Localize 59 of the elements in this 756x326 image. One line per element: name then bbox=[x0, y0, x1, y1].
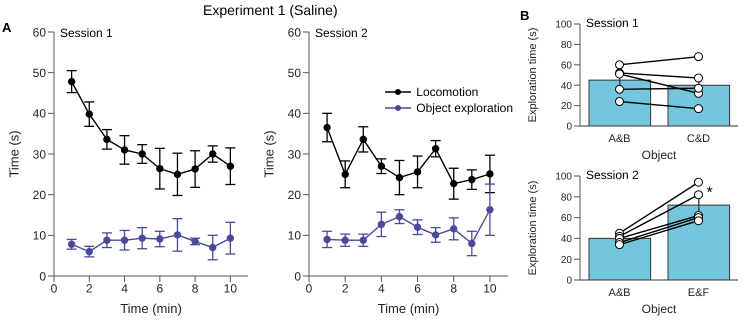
y-tick-label: 80 bbox=[560, 192, 572, 204]
chart-title: Session 2 bbox=[586, 168, 639, 182]
x-axis-title: Time (min) bbox=[120, 301, 182, 316]
x-tick-label: 8 bbox=[192, 282, 199, 296]
y-tick-label: 30 bbox=[32, 147, 46, 162]
x-axis-title: Object bbox=[642, 302, 678, 316]
chart-title: Session 1 bbox=[60, 26, 113, 40]
y-tick-label: 40 bbox=[560, 80, 572, 92]
annotation: * bbox=[706, 184, 713, 202]
chart-title: Session 2 bbox=[315, 26, 368, 40]
x-tick-label: 10 bbox=[224, 282, 238, 296]
x-tick-label: 4 bbox=[378, 282, 386, 296]
y-tick-label: 50 bbox=[32, 66, 46, 80]
x-tick-label: 6 bbox=[156, 282, 164, 296]
legend-label: Locomotion bbox=[416, 85, 478, 99]
y-tick-label: 80 bbox=[560, 40, 572, 51]
x-tick-label: 0 bbox=[306, 282, 313, 296]
y-tick-label: 0 bbox=[294, 269, 302, 284]
x-tick-label: 10 bbox=[483, 282, 497, 296]
y-tick-label: 10 bbox=[288, 228, 302, 243]
y-tick-label: 0 bbox=[566, 122, 572, 133]
y-axis-title: Exploration time (s) bbox=[526, 180, 539, 276]
y-axis-title: Time (s) bbox=[262, 130, 277, 178]
x-tick-label: 6 bbox=[414, 282, 422, 296]
x-tick-label: 2 bbox=[342, 282, 349, 296]
x-axis-title: Time (min) bbox=[378, 301, 440, 316]
y-tick-label: 40 bbox=[32, 106, 46, 121]
y-tick-label: 60 bbox=[560, 213, 572, 224]
x-tick-label: 8 bbox=[450, 282, 458, 296]
x-tick-label: 4 bbox=[121, 282, 128, 296]
y-tick-label: 40 bbox=[560, 234, 572, 245]
text: B bbox=[520, 8, 530, 23]
y-tick-label: 20 bbox=[560, 254, 572, 266]
y-tick-label: 0 bbox=[39, 269, 46, 284]
x-axis-title: Object bbox=[642, 148, 678, 162]
text: A bbox=[2, 20, 12, 35]
y-tick-label: 10 bbox=[32, 228, 46, 243]
legend-label: Object exploration bbox=[416, 101, 513, 115]
y-axis-title: Exploration time (s) bbox=[526, 28, 539, 122]
x-tick-label: A&B bbox=[608, 132, 631, 145]
y-tick-label: 20 bbox=[32, 188, 46, 202]
y-tick-label: 100 bbox=[555, 20, 572, 31]
y-tick-label: 20 bbox=[560, 101, 572, 112]
y-tick-label: 30 bbox=[288, 147, 302, 162]
y-tick-label: 60 bbox=[32, 25, 46, 40]
y-tick-label: 40 bbox=[288, 106, 302, 121]
y-axis-title: Time (s) bbox=[6, 130, 22, 178]
y-tick-label: 50 bbox=[288, 66, 302, 80]
chart-title: Session 1 bbox=[586, 16, 639, 30]
x-tick-label: A&B bbox=[608, 286, 631, 299]
x-tick-label: C&D bbox=[686, 132, 710, 145]
y-tick-label: 20 bbox=[288, 188, 302, 202]
y-tick-label: 60 bbox=[288, 25, 302, 40]
x-tick-label: E&F bbox=[688, 286, 710, 299]
x-tick-label: 2 bbox=[86, 282, 93, 296]
y-tick-label: 100 bbox=[555, 172, 572, 183]
x-tick-label: 0 bbox=[50, 282, 58, 296]
text: Experiment 1 (Saline) bbox=[203, 2, 338, 18]
y-tick-label: 60 bbox=[560, 60, 572, 72]
